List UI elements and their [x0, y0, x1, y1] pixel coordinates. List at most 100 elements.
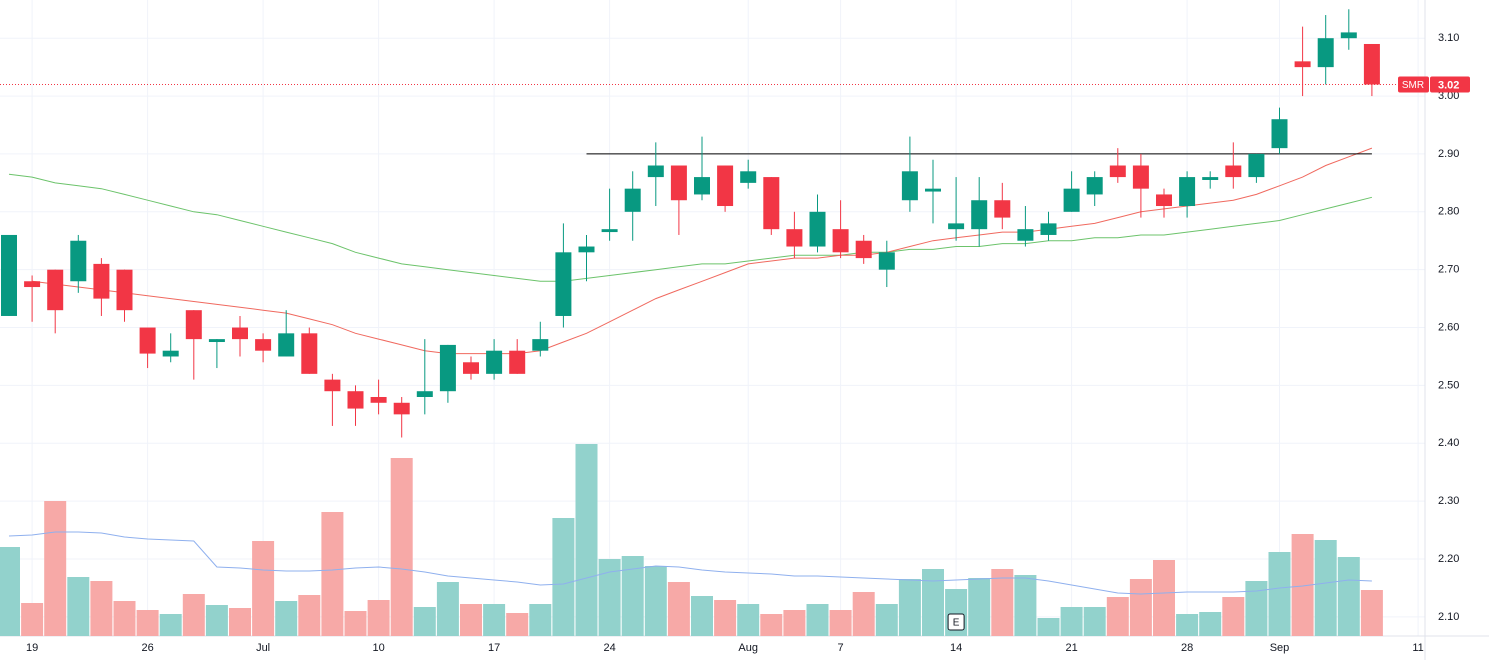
earnings-label: E	[953, 618, 960, 629]
volume-bar	[829, 610, 852, 636]
candle-body	[694, 177, 710, 195]
volume-bar	[205, 605, 228, 636]
x-tick-label: 14	[950, 642, 962, 654]
candle-body	[601, 229, 618, 233]
x-tick-label: Aug	[738, 642, 758, 654]
candle-body	[139, 327, 156, 354]
volume-bar	[90, 581, 113, 636]
x-tick-label: 11	[1412, 642, 1423, 654]
volume-bar	[321, 512, 344, 636]
candle-body	[1340, 32, 1357, 39]
candle-body	[185, 310, 202, 340]
volume-bar	[1129, 579, 1152, 636]
volume-bar	[621, 556, 644, 636]
candle-body	[647, 165, 664, 178]
candle-body	[347, 391, 364, 409]
y-tick-label: 3.00	[1438, 90, 1459, 102]
candle-body	[555, 252, 572, 316]
candle-body	[832, 229, 849, 253]
candle-body	[532, 339, 549, 351]
candle-body	[878, 252, 895, 270]
x-tick-label: 19	[26, 642, 38, 654]
y-tick-label: 2.80	[1438, 206, 1459, 218]
candle-body	[786, 229, 803, 247]
candle-body	[971, 200, 988, 230]
x-tick-label: 28	[1181, 642, 1193, 654]
volume-ma-line	[8, 531, 1372, 595]
candle-body	[740, 171, 757, 183]
candle-body	[1156, 194, 1172, 207]
volume-bar	[1176, 614, 1199, 636]
candle-body	[47, 269, 64, 311]
candle-body	[162, 350, 179, 357]
y-tick-label: 3.10	[1438, 32, 1459, 44]
y-tick-label: 2.60	[1438, 321, 1459, 333]
candle-body	[463, 362, 479, 374]
candle-body	[948, 223, 965, 230]
candle-body	[578, 246, 595, 253]
volume-bar	[298, 595, 321, 636]
volume-bar	[783, 610, 806, 636]
y-tick-label: 2.70	[1438, 264, 1459, 276]
volume-bar	[275, 601, 298, 636]
x-tick-label: Jul	[256, 642, 270, 654]
candle-body	[901, 171, 918, 201]
volume-bar	[460, 604, 482, 636]
volume-bar	[575, 444, 598, 636]
volume-bar	[1106, 597, 1129, 636]
candle-body	[1132, 165, 1149, 189]
x-tick-label: 17	[488, 642, 500, 654]
candle-body	[1271, 119, 1288, 149]
symbol-label: SMR	[1402, 80, 1424, 91]
volume-bar	[1060, 607, 1083, 636]
candle-body	[1363, 43, 1380, 85]
volume-bar	[506, 613, 529, 636]
volume-bar	[714, 600, 737, 636]
candle-body	[1109, 165, 1126, 178]
volume-bar	[1199, 612, 1222, 636]
candle-body	[232, 327, 248, 340]
volume-bar	[436, 582, 459, 636]
candle-body	[324, 379, 341, 392]
candle-body	[763, 177, 780, 230]
ma-slow-line	[8, 173, 1373, 282]
y-tick-label: 2.90	[1438, 148, 1459, 160]
candle-body	[1040, 223, 1057, 235]
volume-bar	[598, 559, 621, 636]
volume-bar	[1014, 575, 1037, 636]
candle-body	[624, 188, 641, 212]
candle-body	[255, 339, 272, 351]
candle-body	[416, 391, 433, 397]
volume-bar	[691, 596, 713, 636]
y-tick-label: 2.30	[1438, 495, 1459, 507]
candle-body	[278, 333, 295, 357]
x-tick-label: 10	[372, 642, 384, 654]
volume-bar	[21, 603, 44, 636]
candle-body	[1317, 38, 1334, 68]
candle-body	[439, 344, 456, 392]
volume-bar	[806, 604, 829, 636]
candle-body	[1248, 153, 1265, 178]
candle-body	[1225, 165, 1242, 178]
volume-bar	[737, 604, 760, 636]
volume-bar	[991, 569, 1014, 636]
volume-bar	[898, 579, 921, 636]
volume-bar	[644, 566, 667, 636]
candle-body	[994, 200, 1011, 218]
volume-bar	[252, 541, 275, 636]
volume-bar	[852, 592, 875, 636]
candle-body	[809, 211, 826, 247]
volume-bar	[1268, 552, 1291, 636]
volume-bar	[483, 604, 506, 636]
volume-bar	[390, 458, 413, 636]
volume-bar	[1314, 540, 1337, 636]
y-tick-label: 2.10	[1438, 611, 1459, 623]
volume-bar	[667, 582, 690, 636]
candle-body	[1063, 188, 1080, 212]
volume-bar	[344, 611, 367, 636]
volume-bar	[113, 601, 136, 636]
candle-body	[370, 396, 387, 403]
candle-body	[93, 263, 110, 299]
candle-body	[717, 165, 734, 207]
